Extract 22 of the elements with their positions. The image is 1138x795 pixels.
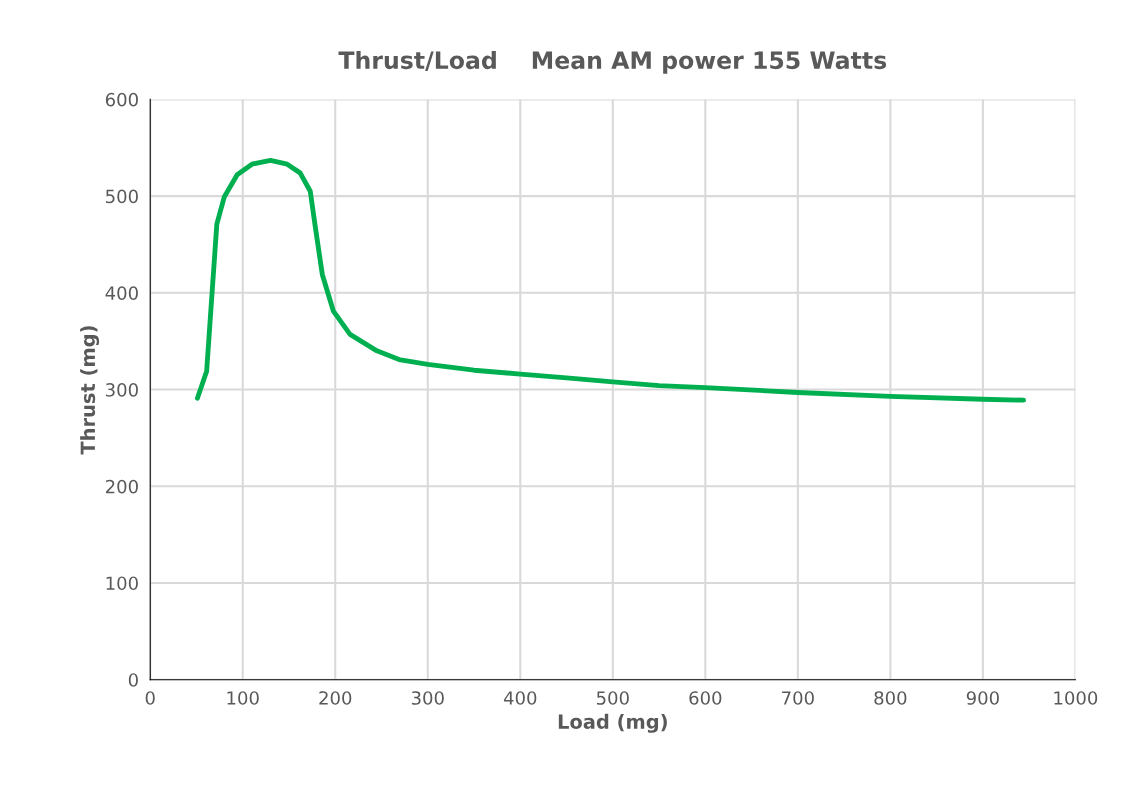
y-tick-label: 0 <box>128 673 138 687</box>
x-tick-label: 1000 <box>1054 691 1098 705</box>
x-tick-label: 600 <box>689 691 722 705</box>
x-tick-label: 100 <box>227 691 259 705</box>
y-tick-label: 100 <box>106 576 138 591</box>
y-tick-label: 500 <box>106 189 138 204</box>
y-tick-label: 400 <box>105 286 138 300</box>
line-series <box>194 157 1027 403</box>
x-tick-label: 400 <box>503 691 537 705</box>
x-tick-label: 0 <box>145 691 155 705</box>
x-tick-label: 500 <box>596 691 629 705</box>
x-tick-label: 800 <box>874 691 907 705</box>
y-tick-label: 600 <box>105 92 138 107</box>
x-axis-title: Load (mg) <box>558 713 667 733</box>
x-tick-label: 300 <box>411 691 444 705</box>
y-tick-label: 300 <box>106 383 138 397</box>
x-tick-label: 900 <box>966 691 999 705</box>
y-axis-title: Thrust (mg) <box>80 326 100 455</box>
x-tick-label: 700 <box>782 691 814 705</box>
x-tick-label: 200 <box>319 691 352 705</box>
y-tick-label: 200 <box>105 479 138 494</box>
chart-title: Thrust/Load Mean AM power 155 Watts <box>338 50 887 74</box>
